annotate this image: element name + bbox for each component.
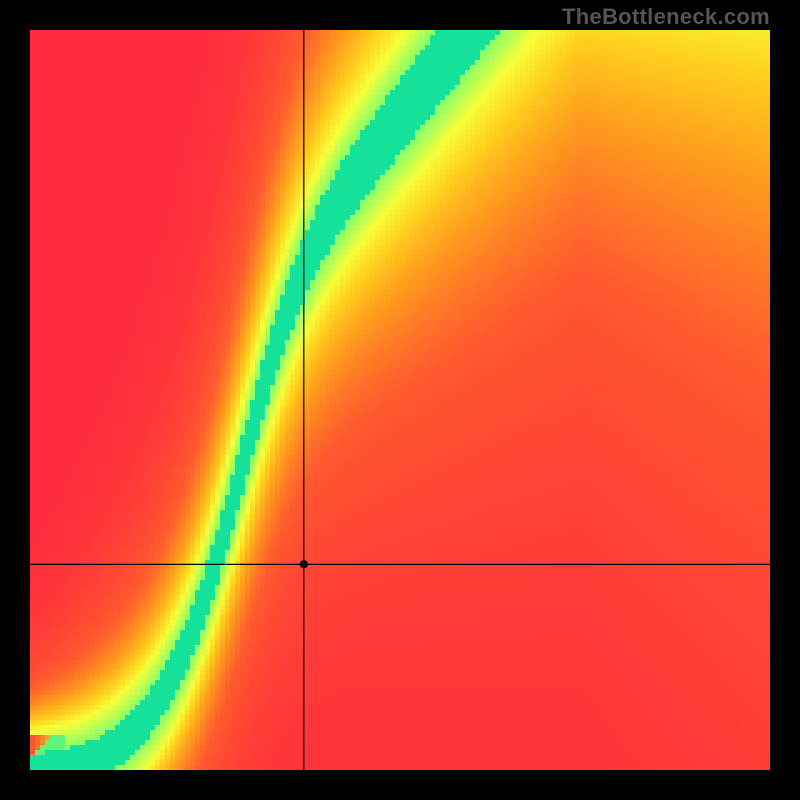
- chart-container: TheBottleneck.com: [0, 0, 800, 800]
- bottleneck-heatmap-canvas: [0, 0, 800, 800]
- watermark-text: TheBottleneck.com: [562, 4, 770, 30]
